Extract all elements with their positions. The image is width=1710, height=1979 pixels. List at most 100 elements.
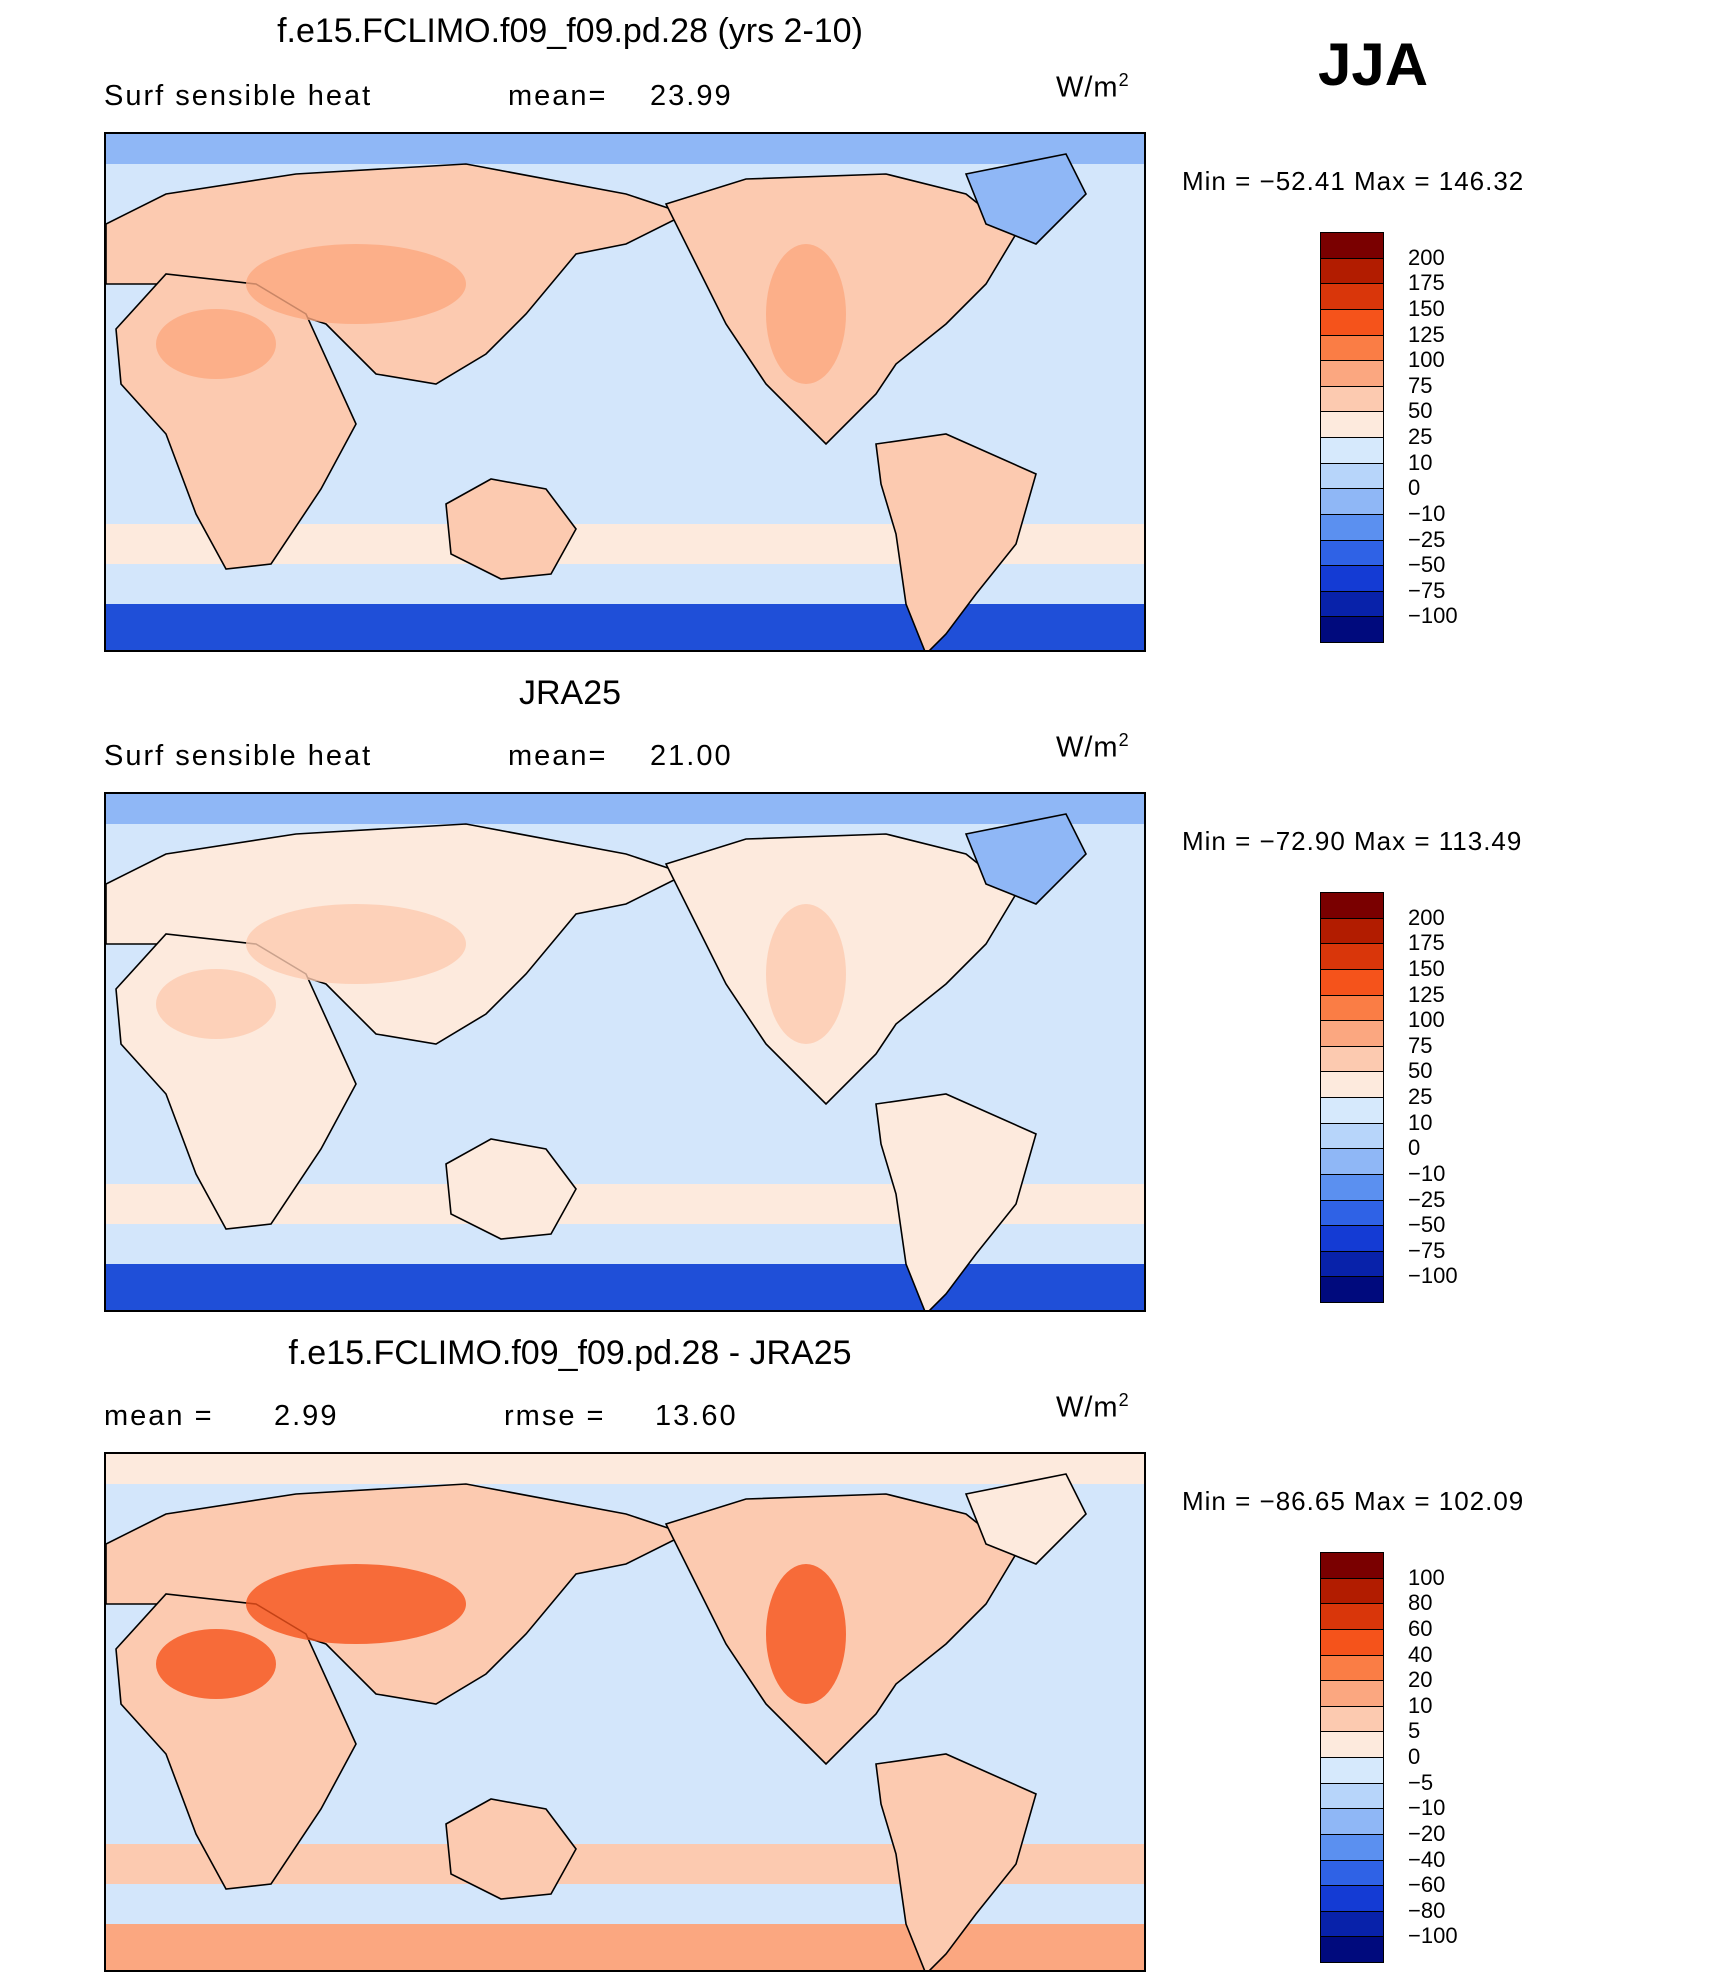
- colorbar-swatch: [1320, 1148, 1384, 1175]
- colorbar-swatch: [1320, 1654, 1384, 1682]
- colorbar-tick-label: 100: [1408, 1564, 1445, 1590]
- colorbar-swatch: [1320, 1199, 1384, 1227]
- colorbar-tick-label: 75: [1408, 372, 1433, 398]
- colorbar-tick-label: −10: [1408, 1160, 1446, 1186]
- colorbar-tick-label: 75: [1408, 1032, 1433, 1058]
- colorbar-tick-label: −50: [1408, 552, 1446, 578]
- colorbar-tick-label: −25: [1408, 526, 1446, 552]
- colorbar-tick-label: 125: [1408, 321, 1445, 347]
- panel-2-map: [104, 792, 1146, 1312]
- colorbar-tick-label: −100: [1408, 1263, 1458, 1289]
- colorbar-swatch: [1320, 892, 1384, 919]
- colorbar-swatch: [1320, 1705, 1384, 1733]
- colorbar-tick-label: −5: [1408, 1769, 1434, 1795]
- colorbar-swatch: [1320, 1577, 1384, 1605]
- panel-3-minmax: Min = −86.65 Max = 102.09: [1182, 1486, 1525, 1516]
- antarctic-field: [106, 1924, 1144, 1970]
- colorbar-tick-label: 10: [1408, 1109, 1433, 1135]
- colorbar-tick-label: 0: [1408, 1135, 1421, 1161]
- colorbar-swatch: [1320, 590, 1384, 618]
- colorbar-tick-label: 200: [1408, 904, 1445, 930]
- colorbar-swatch: [1320, 462, 1384, 490]
- panel-1-mean-value: 23.99: [650, 80, 733, 112]
- colorbar-swatch: [1320, 1628, 1384, 1656]
- colorbar-swatch: [1320, 1173, 1384, 1201]
- colorbar-swatch: [1320, 308, 1384, 336]
- colorbar-swatch: [1320, 360, 1384, 387]
- colorbar-tick-label: −20: [1408, 1820, 1446, 1846]
- colorbar-swatch: [1320, 917, 1384, 945]
- colorbar-tick-label: 150: [1408, 955, 1445, 981]
- panel-1-title: f.e15.FCLIMO.f09_f09.pd.28 (yrs 2-10): [277, 12, 863, 50]
- panel-1-minmax: Min = −52.41 Max = 146.32: [1182, 166, 1525, 196]
- colorbar-swatch: [1320, 1097, 1384, 1124]
- colorbar-tick-label: 50: [1408, 1058, 1433, 1084]
- colorbar-tick-label: −10: [1408, 500, 1446, 526]
- colorbar-swatch: [1320, 257, 1384, 285]
- colorbar-swatch: [1320, 1071, 1384, 1098]
- colorbar-swatch: [1320, 1276, 1384, 1303]
- panel-3-rmse-value: 13.60: [655, 1400, 738, 1432]
- colorbar-swatch: [1320, 968, 1384, 996]
- colorbar-tick-label: 200: [1408, 244, 1445, 270]
- colorbar-swatch: [1320, 539, 1384, 567]
- colorbar-swatch: [1320, 411, 1384, 438]
- panel-3-mean-label: mean =: [104, 1400, 214, 1432]
- panel-2-variable-label: Surf sensible heat: [104, 740, 373, 772]
- panel-3-units: W/m2: [1056, 1390, 1130, 1424]
- colorbar-swatch: [1320, 565, 1384, 592]
- greenland-landmass: [964, 153, 1087, 245]
- warm-region: [766, 904, 846, 1044]
- colorbar-tick-label: 10: [1408, 1692, 1433, 1718]
- colorbar-tick-label: 125: [1408, 981, 1445, 1007]
- colorbar-tick-label: 10: [1408, 449, 1433, 475]
- colorbar-swatch: [1320, 1731, 1384, 1758]
- warm-region: [246, 1564, 466, 1644]
- colorbar-tick-label: −75: [1408, 1237, 1446, 1263]
- colorbar-swatch: [1320, 1552, 1384, 1579]
- panel-1-map: [104, 132, 1146, 652]
- australia-landmass: [445, 1138, 577, 1240]
- colorbar-tick-label: 0: [1408, 475, 1421, 501]
- colorbar-tick-label: 20: [1408, 1667, 1433, 1693]
- arctic-ocean-field: [106, 1454, 1144, 1484]
- panel-2-mean-value: 21.00: [650, 740, 733, 772]
- colorbar-swatch: [1320, 232, 1384, 259]
- colorbar-tick-label: 25: [1408, 1084, 1433, 1109]
- colorbar-tick-label: −60: [1408, 1872, 1446, 1898]
- colorbar-swatch: [1320, 1782, 1384, 1810]
- colorbar-tick-label: 100: [1408, 1007, 1445, 1033]
- arctic-ocean-field: [106, 134, 1144, 164]
- colorbar-swatch: [1320, 616, 1384, 643]
- warm-region: [156, 1629, 276, 1699]
- colorbar-tick-label: 0: [1408, 1744, 1421, 1769]
- colorbar-tick-label: 50: [1408, 398, 1433, 424]
- samerica-landmass: [875, 433, 1037, 650]
- panel-2-units: W/m2: [1056, 730, 1130, 764]
- colorbar-swatch: [1320, 943, 1384, 970]
- colorbar-tick-label: 100: [1408, 347, 1445, 373]
- panel-3-map: [104, 1452, 1146, 1972]
- colorbar-swatch: [1320, 1757, 1384, 1784]
- colorbar-tick-label: 25: [1408, 424, 1433, 449]
- panel-2-mean-label: mean=: [508, 740, 608, 772]
- antarctic-field: [106, 1264, 1144, 1310]
- warm-region: [246, 904, 466, 984]
- colorbar-swatch: [1320, 334, 1384, 362]
- colorbar-swatch: [1320, 1225, 1384, 1252]
- panel-1-mean-label: mean=: [508, 80, 608, 112]
- colorbar-swatch: [1320, 1250, 1384, 1278]
- greenland-landmass: [964, 813, 1087, 905]
- colorbar-tick-label: −100: [1408, 1923, 1458, 1949]
- colorbar-swatch: [1320, 283, 1384, 310]
- arctic-ocean-field: [106, 794, 1144, 824]
- warm-region: [156, 309, 276, 379]
- colorbar-tick-label: 40: [1408, 1641, 1433, 1667]
- panel-3-mean-value: 2.99: [274, 1400, 339, 1432]
- colorbar-swatch: [1320, 1808, 1384, 1835]
- panel-1-colorbar: 200 175 150 125 100 75 50 25 10 0 −10 −25 −50 −75 −100: [1320, 232, 1458, 643]
- panel-3-colorbar: 100 80 60 40 20 10 5 0 −5 −10 −20 −40 −60 −80 −100: [1320, 1552, 1458, 1963]
- colorbar-swatch: [1320, 1680, 1384, 1707]
- colorbar-tick-label: 175: [1408, 270, 1445, 296]
- colorbar-swatch: [1320, 994, 1384, 1022]
